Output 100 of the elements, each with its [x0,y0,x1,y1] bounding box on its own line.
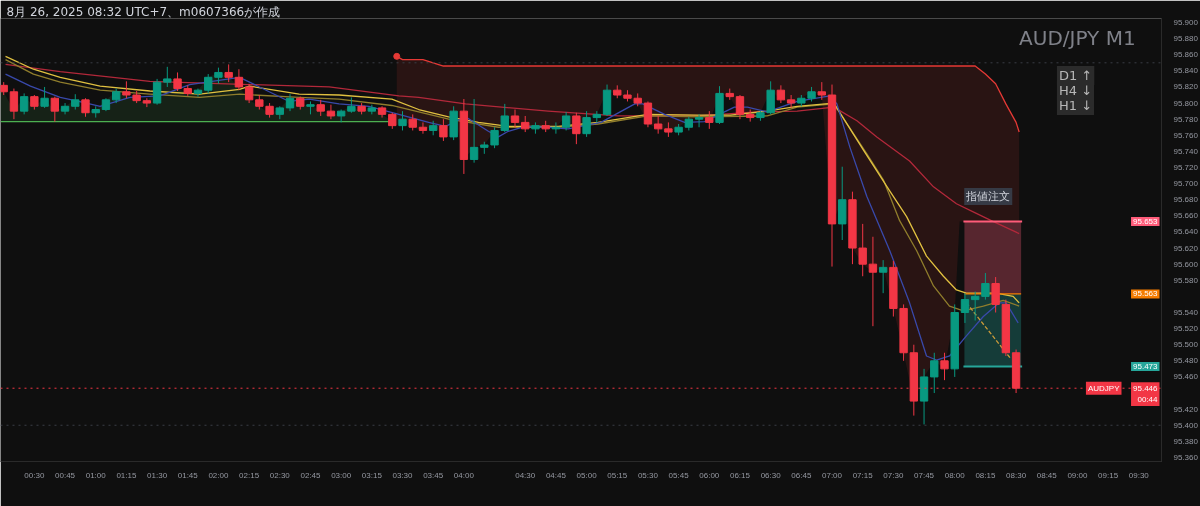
candlestick [142,97,152,108]
x-tick-label: 05:45 [668,470,690,480]
candlestick [19,92,29,115]
x-tick-label: 01:00 [85,470,107,480]
x-tick-label: 03:45 [423,470,444,480]
x-tick-label: 04:30 [515,470,536,480]
x-tick-label: 08:15 [975,470,996,480]
x-tick-label: 06:30 [760,470,782,480]
y-tick-label: 95.680 [1173,195,1199,205]
x-tick-label: 08:00 [944,470,966,480]
ref-line-label: 95.446 00:44 [1133,384,1159,404]
candlestick [572,112,581,145]
annotation: AUDJPY [1087,383,1121,393]
y-tick-label: 95.800 [1173,98,1199,108]
candlestick [439,118,448,142]
candlestick [40,86,49,109]
y-tick-label: 95.380 [1173,436,1199,446]
y-tick-label: 95.500 [1173,340,1199,350]
x-tick-label: 05:00 [576,470,598,480]
x-tick-label: 09:15 [1098,470,1119,480]
y-tick-label: 95.540 [1173,307,1199,317]
y-tick-label: 95.580 [1173,275,1199,285]
y-tick-label: 95.520 [1173,324,1199,334]
candlestick [786,94,796,109]
y-tick-label: 95.480 [1173,356,1199,366]
y-tick-label: 95.360 [1173,452,1199,462]
candlestick [60,102,70,115]
annotation: 95.563 [1133,289,1159,299]
y-tick-label: 95.780 [1173,114,1199,124]
annotation: D1 ↑ [1058,68,1093,83]
candlestick [940,352,949,381]
candlestick [561,111,571,131]
y-tick-label: 95.420 [1173,404,1199,414]
x-tick-label: 04:45 [545,470,567,480]
annotation: 95.653 [1133,216,1159,226]
candlestick [81,97,90,118]
x-tick-label: 05:30 [637,470,659,480]
candlestick [244,83,254,104]
y-tick-label: 95.700 [1173,179,1199,189]
x-tick-label: 06:15 [729,470,751,480]
candlestick [694,113,704,128]
x-tick-label: 00:45 [55,470,76,480]
chart-title: AUD/JPY M1 [1019,25,1136,50]
x-tick-label: 06:45 [791,470,812,480]
y-tick-label: 95.860 [1173,50,1199,60]
annotation: 指値注文 [965,190,1011,203]
annotation: 95.473 [1133,361,1159,371]
chart-subtitle: 8月 26, 2025 08:32 UTC+7、m0607366が作成 [6,4,281,19]
candlestick [398,110,407,131]
candlestick [735,94,745,120]
y-tick-label: 95.400 [1173,420,1199,430]
candlestick [858,223,867,277]
x-tick-label: 03:30 [392,470,414,480]
y-tick-label: 95.460 [1173,372,1199,382]
x-tick-label: 04:00 [453,470,475,480]
y-tick-label: 95.760 [1173,130,1199,140]
x-tick-label: 07:45 [914,470,935,480]
candlestick [9,88,19,120]
candlestick [193,88,203,98]
x-tick-label: 09:00 [1067,470,1088,480]
y-tick-label: 95.820 [1173,82,1199,92]
x-tick-label: 00:30 [24,470,45,480]
candlestick [326,104,336,120]
y-tick-label: 95.720 [1173,163,1199,173]
candlestick [418,121,428,135]
x-tick-label: 07:15 [852,470,874,480]
candlestick [878,259,888,294]
x-tick-label: 05:15 [607,470,628,480]
annotation: H1 ↓ [1058,98,1093,113]
candlestick [234,68,244,91]
x-tick-label: 08:45 [1036,470,1058,480]
y-tick-label: 95.660 [1173,211,1199,221]
x-tick-label: 09:30 [1128,470,1150,480]
x-tick-label: 03:00 [331,470,352,480]
x-tick-label: 01:15 [116,470,137,480]
x-tick-label: 02:00 [208,470,229,480]
y-tick-label: 95.840 [1173,66,1199,76]
candlestick [152,78,162,106]
x-tick-label: 02:45 [300,470,322,480]
x-tick-label: 07:00 [822,470,843,480]
candlestick [510,109,520,128]
candlestick [868,236,878,327]
x-tick-label: 02:30 [269,470,291,480]
x-tick-label: 01:45 [177,470,199,480]
y-tick-label: 95.740 [1173,146,1199,156]
candlestick [50,96,60,123]
x-tick-label: 08:30 [1006,470,1027,480]
x-tick-label: 03:15 [361,470,383,480]
y-tick-label: 95.880 [1173,34,1199,44]
y-tick-label: 95.640 [1173,227,1199,237]
candlestick [163,66,172,88]
candlestick [469,98,479,164]
y-tick-label: 95.620 [1173,243,1199,253]
candlestick [930,352,939,394]
x-tick-label: 06:00 [699,470,720,480]
candlestick [991,276,1000,313]
y-tick-label: 95.900 [1173,18,1199,28]
candlestick [960,292,970,324]
candlestick [643,100,653,128]
x-tick-label: 02:15 [239,470,260,480]
